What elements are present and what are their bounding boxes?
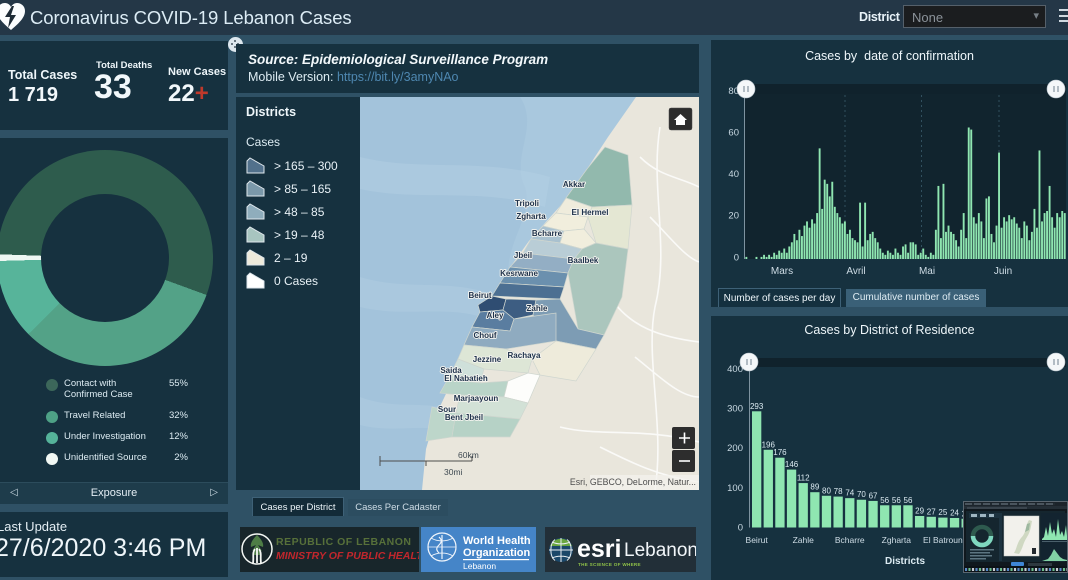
svg-text:Aley: Aley: [487, 311, 504, 320]
svg-text:Juin: Juin: [994, 266, 1012, 277]
svg-text:Lebanon: Lebanon: [463, 561, 496, 571]
svg-text:80: 80: [728, 86, 739, 97]
svg-text:Zahle: Zahle: [527, 304, 548, 313]
svg-text:Avril: Avril: [846, 266, 865, 277]
svg-text:Beirut: Beirut: [468, 291, 491, 300]
svg-text:Zgharta: Zgharta: [882, 535, 912, 545]
svg-text:89: 89: [810, 483, 819, 492]
svg-text:esri: esri: [577, 535, 621, 563]
svg-text:30mi: 30mi: [444, 467, 463, 477]
svg-text:67: 67: [869, 491, 878, 500]
svg-text:300: 300: [727, 404, 743, 415]
svg-text:World Health: World Health: [463, 535, 531, 547]
svg-text:Saida: Saida: [440, 366, 462, 375]
svg-text:0: 0: [738, 523, 743, 534]
svg-text:Mai: Mai: [919, 266, 935, 277]
svg-text:Rachaya: Rachaya: [508, 351, 541, 360]
svg-text:Bent Jbeil: Bent Jbeil: [445, 413, 483, 422]
svg-text:25: 25: [938, 508, 947, 517]
svg-text:56: 56: [880, 496, 889, 505]
svg-text:27: 27: [927, 507, 936, 516]
svg-text:176: 176: [773, 448, 787, 457]
svg-text:70: 70: [857, 490, 866, 499]
svg-text:Lebanon: Lebanon: [624, 540, 696, 561]
svg-text:Bcharre: Bcharre: [835, 535, 865, 545]
svg-text:80: 80: [822, 486, 831, 495]
svg-text:Marjaayoun: Marjaayoun: [454, 394, 499, 403]
svg-text:Bcharre: Bcharre: [532, 229, 563, 238]
svg-text:100: 100: [727, 483, 743, 494]
svg-text:El Batroun: El Batroun: [923, 535, 963, 545]
svg-text:El Hermel: El Hermel: [572, 208, 609, 217]
svg-text:74: 74: [845, 489, 854, 498]
svg-text:56: 56: [892, 496, 901, 505]
svg-text:Zahle: Zahle: [793, 535, 815, 545]
svg-text:60: 60: [728, 128, 739, 139]
svg-text:40: 40: [728, 169, 739, 180]
svg-text:Baalbek: Baalbek: [568, 256, 599, 265]
svg-text:MINISTRY OF PUBLIC HEALTH: MINISTRY OF PUBLIC HEALTH: [276, 550, 419, 562]
svg-text:Tripoli: Tripoli: [515, 199, 539, 208]
svg-text:400: 400: [727, 364, 743, 375]
svg-text:112: 112: [797, 474, 810, 483]
svg-text:78: 78: [834, 487, 843, 496]
svg-text:0: 0: [734, 253, 739, 264]
svg-text:Organization: Organization: [463, 547, 531, 559]
svg-text:60km: 60km: [458, 450, 479, 460]
svg-text:Sour: Sour: [438, 405, 456, 414]
svg-text:200: 200: [727, 443, 743, 454]
svg-text:24: 24: [950, 508, 959, 517]
svg-text:56: 56: [904, 496, 913, 505]
svg-text:29: 29: [915, 507, 924, 516]
svg-text:Kesrwane: Kesrwane: [500, 269, 538, 278]
svg-text:El Nabatieh: El Nabatieh: [444, 374, 488, 383]
svg-text:Districts: Districts: [885, 556, 925, 567]
svg-text:196: 196: [762, 440, 776, 449]
svg-text:THE SCIENCE OF WHERE: THE SCIENCE OF WHERE: [578, 562, 641, 567]
svg-text:Zgharta: Zgharta: [516, 212, 546, 221]
svg-text:REPUBLIC OF LEBANON: REPUBLIC OF LEBANON: [276, 536, 412, 548]
svg-text:Beirut: Beirut: [746, 535, 769, 545]
svg-text:Esri, GEBCO, DeLorme, Natur...: Esri, GEBCO, DeLorme, Natur...: [570, 477, 696, 487]
svg-text:Jezzine: Jezzine: [473, 355, 502, 364]
svg-text:Akkar: Akkar: [563, 180, 585, 189]
svg-text:293: 293: [750, 402, 764, 411]
svg-text:20: 20: [728, 211, 739, 222]
svg-text:Chouf: Chouf: [473, 331, 496, 340]
svg-text:146: 146: [785, 460, 799, 469]
svg-text:Jbeil: Jbeil: [514, 251, 532, 260]
svg-text:Mars: Mars: [771, 266, 793, 277]
